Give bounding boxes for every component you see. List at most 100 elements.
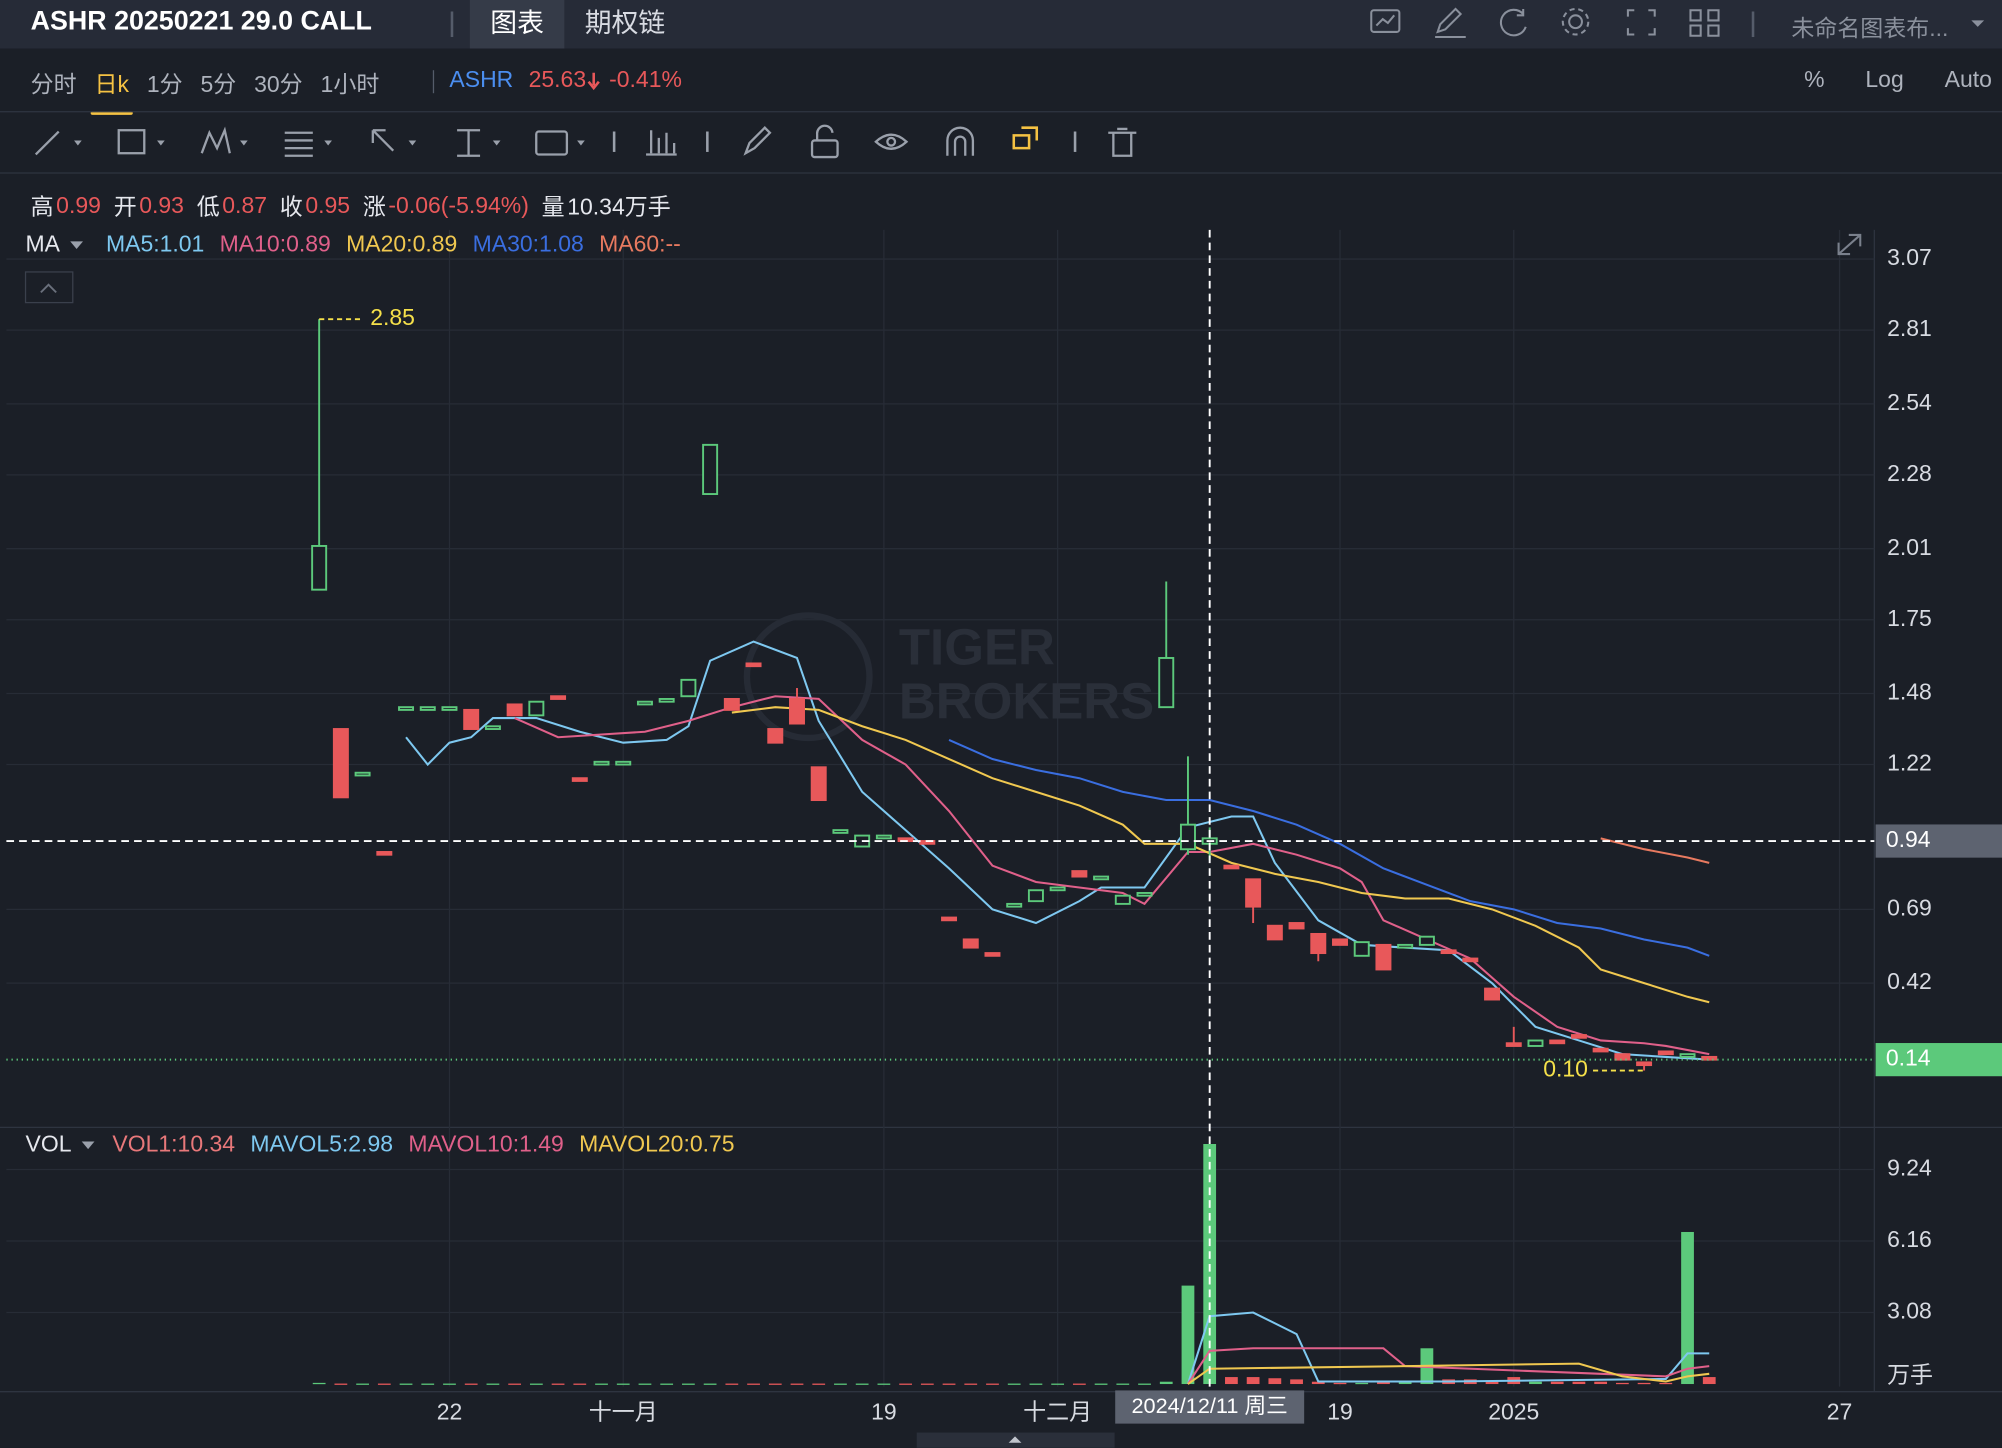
period-tab[interactable]: 5分 (200, 71, 237, 98)
candle-body (658, 698, 675, 703)
symbol-quote: ASHR 25.63 -0.41% (449, 66, 682, 93)
candle-body (1114, 894, 1131, 905)
candle-body (441, 706, 458, 711)
candle-body (1397, 943, 1414, 949)
volume-bar (1246, 1377, 1260, 1385)
tool-line[interactable] (34, 130, 60, 156)
tool-arrow[interactable] (371, 129, 395, 152)
candle-body (767, 728, 784, 744)
y-tick-label: 2.81 (1887, 315, 1932, 341)
legend-entry: MAVOL5:2.98 (250, 1131, 394, 1157)
period-tab[interactable]: 分时 (30, 71, 77, 98)
candle-body (1136, 892, 1153, 897)
candle-body (745, 662, 762, 668)
period-tab[interactable]: 1分 (146, 71, 183, 98)
ma-line (1600, 837, 1710, 864)
icon-edit[interactable] (1435, 7, 1466, 39)
tool-text[interactable] (535, 130, 569, 156)
candle-body (419, 706, 436, 711)
volume-bar (1333, 1382, 1347, 1385)
icon-chart[interactable] (1370, 9, 1401, 33)
tool-fib[interactable] (284, 131, 313, 157)
caret (1971, 20, 1985, 27)
scale-options: % Log Auto (1804, 66, 1992, 93)
candle-body (1223, 864, 1240, 870)
period-tab[interactable]: 30分 (254, 71, 303, 98)
candle-body (1266, 924, 1283, 941)
icon-refresh[interactable] (1499, 8, 1527, 37)
period-tab[interactable]: 1小时 (320, 71, 380, 98)
candle-body (1636, 1061, 1653, 1067)
quote-label: 涨 (362, 194, 386, 220)
candle-body (550, 695, 567, 700)
icon-fullscreen[interactable] (1626, 9, 1656, 36)
volume-bar (334, 1383, 348, 1385)
tab[interactable]: 期权链 (584, 8, 666, 39)
candle-body (1049, 886, 1066, 892)
tool-measure[interactable] (457, 129, 481, 157)
volume-bar (1529, 1381, 1542, 1385)
grid (0, 229, 2002, 1393)
period-tab[interactable]: 日k (90, 66, 133, 115)
icon-layout[interactable] (1689, 9, 1720, 37)
legend-title[interactable]: MA (25, 231, 61, 257)
tab[interactable]: 图表 (469, 0, 565, 49)
collapse-button[interactable] (24, 271, 74, 304)
candle-body (832, 829, 849, 834)
legend-entry: MA20:0.89 (346, 231, 458, 257)
down-arrow (587, 72, 600, 90)
quote-label: 量 (541, 194, 565, 220)
icon-settings[interactable] (1568, 14, 1583, 30)
layout-name[interactable]: 未命名图表布... (1791, 15, 1949, 41)
last-price-badge (1875, 1043, 2002, 1077)
candle-body (1527, 1039, 1544, 1047)
volume-bar (312, 1382, 326, 1385)
candle-body (636, 700, 653, 706)
layout-caret[interactable] (1970, 18, 1985, 31)
top-bar: ASHR 20250221 29.0 CALL 图表 期权链 未命名图表布... (0, 0, 2002, 49)
separator (1751, 11, 1755, 38)
volume-bar (877, 1383, 891, 1385)
volume-bar (768, 1383, 782, 1385)
candle-body (1549, 1039, 1566, 1045)
quote-label: 开 (113, 194, 137, 220)
tool-bars[interactable] (646, 130, 677, 156)
candle-body (1592, 1047, 1609, 1053)
x-tick-label: 十一月 (589, 1398, 658, 1424)
tool-pen[interactable] (743, 126, 772, 156)
tool-link[interactable] (1012, 126, 1039, 150)
legend-title[interactable]: VOL (25, 1131, 72, 1157)
scale-option[interactable]: % (1804, 66, 1825, 92)
tool-magnet[interactable] (946, 126, 975, 156)
candle-body (1484, 987, 1501, 1001)
candle-body (789, 698, 805, 725)
volume-bar (1051, 1383, 1065, 1385)
tool-delete[interactable] (1108, 127, 1137, 157)
vol-unit: 万手 (1887, 1361, 1933, 1387)
separator (612, 131, 616, 152)
quote-value: 10.34万手 (567, 194, 671, 220)
tool-lock[interactable] (810, 139, 839, 159)
volume-bar (682, 1383, 695, 1385)
tool-eye[interactable] (874, 133, 909, 150)
scale-option[interactable]: Auto (1944, 66, 1992, 92)
scale-option[interactable]: Log (1865, 66, 1904, 92)
x-tick-label: 27 (1827, 1398, 1853, 1424)
candle-body (506, 703, 523, 717)
volume-bar (1637, 1382, 1651, 1385)
symbol[interactable]: ASHR (449, 66, 514, 92)
volume-bar (942, 1383, 956, 1385)
period-tabs: 分时 日k 1分 5分 30分 1小时 (30, 66, 398, 115)
y-tick-label: 0.69 (1887, 894, 1932, 920)
tool-pattern[interactable] (200, 126, 231, 154)
expand-icon[interactable] (1837, 233, 1862, 256)
volume-bar (986, 1383, 999, 1385)
volume-bar (1485, 1380, 1499, 1385)
divider (0, 111, 2002, 113)
ma-line (731, 706, 1710, 1004)
tool-rect[interactable] (117, 129, 146, 155)
candle-body (1179, 823, 1196, 851)
crosshair-date-label: 2024/12/11 周三 (1132, 1393, 1288, 1418)
volume-bar (595, 1383, 608, 1385)
